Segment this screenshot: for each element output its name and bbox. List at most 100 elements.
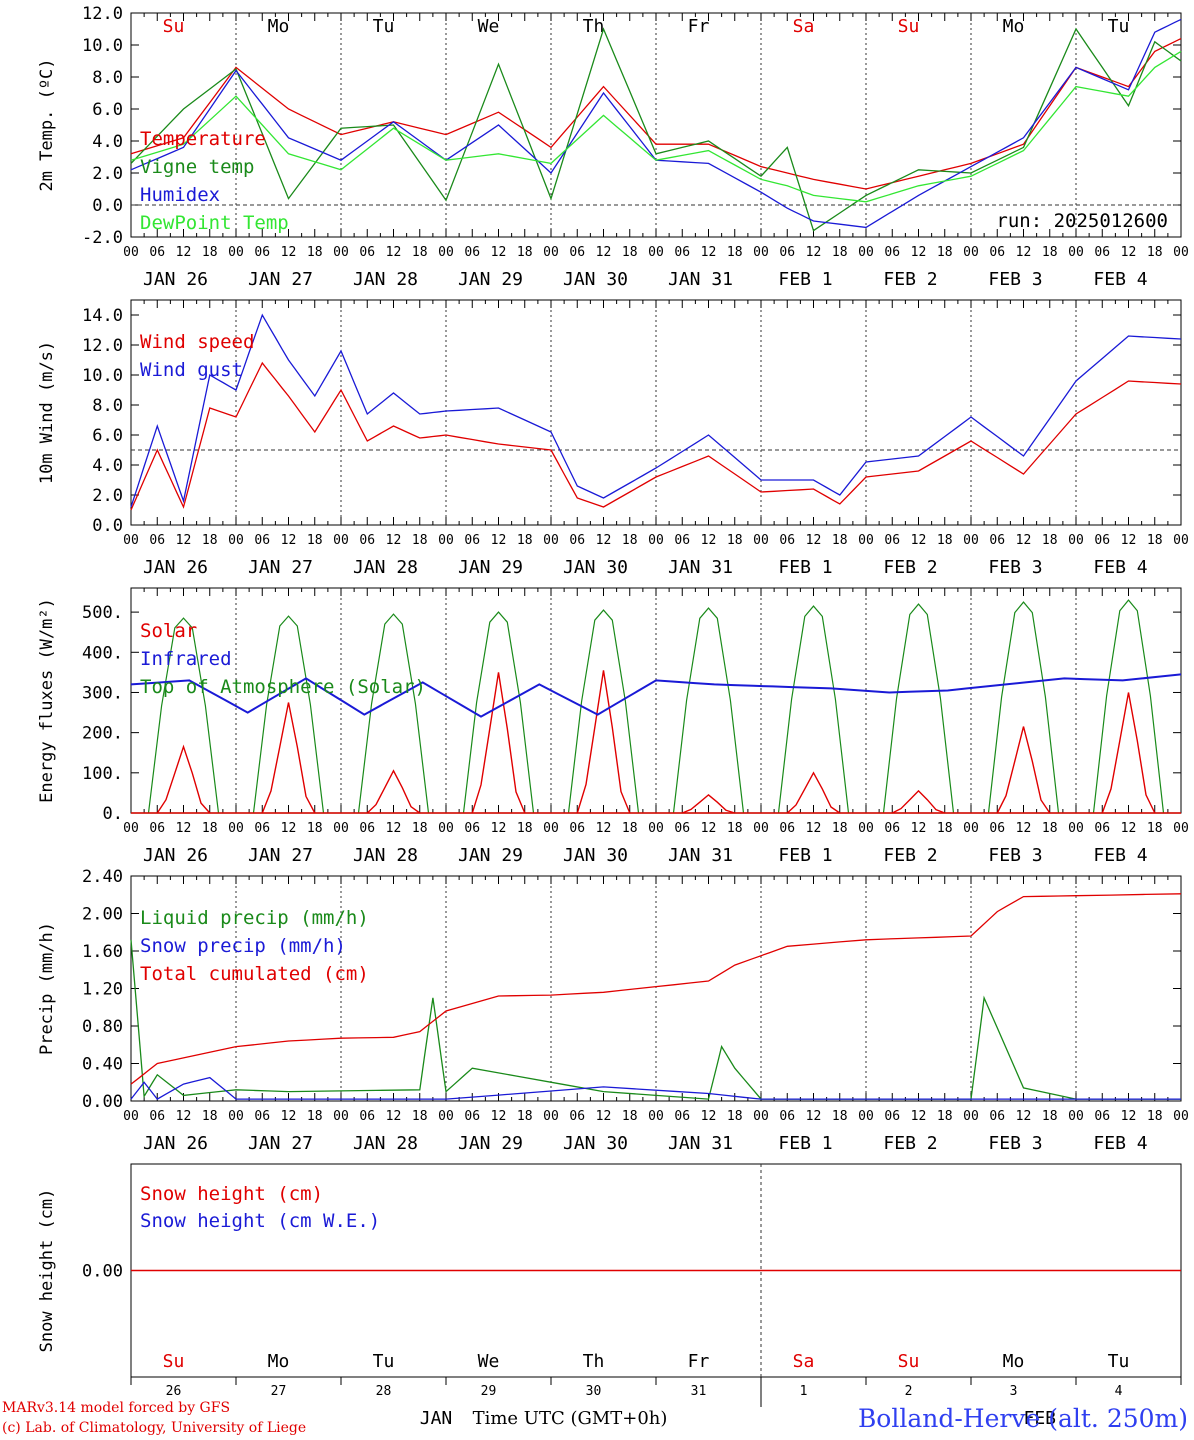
legend-entry: Humidex xyxy=(140,184,220,206)
hour-tick-label: 12 xyxy=(281,821,297,836)
y-tick-label: 0.0 xyxy=(92,516,123,536)
hour-tick-label: 12 xyxy=(701,533,717,548)
series-line-wind-speed xyxy=(130,361,1182,511)
hour-tick-label: 06 xyxy=(884,533,900,548)
y-tick-label: 6.0 xyxy=(92,100,123,120)
hour-tick-label: 18 xyxy=(517,533,533,548)
y-tick-label: 0.80 xyxy=(82,1017,123,1037)
solar-peak xyxy=(471,672,526,814)
hour-tick-label: 00 xyxy=(648,1109,664,1124)
hour-tick-label: 00 xyxy=(123,533,139,548)
hour-tick-label: 12 xyxy=(176,1109,192,1124)
hour-tick-label: 00 xyxy=(648,533,664,548)
y-axis-label: 10m Wind (m/s) xyxy=(37,341,57,484)
hour-tick-label: 00 xyxy=(753,533,769,548)
date-label: JAN 29 xyxy=(458,845,523,866)
hour-tick-label: 18 xyxy=(727,821,743,836)
hour-tick-label: 00 xyxy=(753,245,769,260)
hour-tick-label: 12 xyxy=(1121,1109,1137,1124)
hour-tick-label: 18 xyxy=(937,245,953,260)
solar-peak xyxy=(261,702,316,814)
hour-tick-label: 00 xyxy=(963,245,979,260)
hour-tick-label: 06 xyxy=(779,533,795,548)
weekday-label: Tu xyxy=(373,1351,395,1372)
hour-tick-label: 06 xyxy=(779,821,795,836)
y-axis-label: Precip (mm/h) xyxy=(37,922,57,1055)
hour-tick-label: 00 xyxy=(438,1109,454,1124)
hour-tick-label: 18 xyxy=(832,245,848,260)
legend-entry: Snow precip (mm/h) xyxy=(140,935,346,957)
hour-tick-label: 12 xyxy=(386,533,402,548)
hour-tick-label: 18 xyxy=(832,821,848,836)
hour-tick-label: 12 xyxy=(1121,245,1137,260)
hour-tick-label: 12 xyxy=(1016,821,1032,836)
hour-tick-label: 12 xyxy=(806,821,822,836)
hour-tick-label: 18 xyxy=(1042,821,1058,836)
hour-tick-label: 00 xyxy=(1068,1109,1084,1124)
hour-tick-label: 12 xyxy=(386,821,402,836)
hour-tick-label: 12 xyxy=(491,1109,507,1124)
y-tick-label: 2.0 xyxy=(92,164,123,184)
hour-tick-label: 06 xyxy=(779,1109,795,1124)
hour-tick-label: 00 xyxy=(1173,245,1189,260)
y-tick-label: 200. xyxy=(82,724,123,744)
y-tick-label: 0. xyxy=(103,804,123,824)
weekday-label: Tu xyxy=(373,16,395,37)
date-label: JAN 26 xyxy=(143,845,208,866)
hour-tick-label: 06 xyxy=(1094,1109,1110,1124)
hour-tick-label: 06 xyxy=(464,533,480,548)
hour-tick-label: 18 xyxy=(202,533,218,548)
hour-tick-label: 12 xyxy=(176,245,192,260)
hour-tick-label: 06 xyxy=(989,533,1005,548)
hour-tick-label: 00 xyxy=(1068,533,1084,548)
hour-tick-label: 00 xyxy=(1173,1109,1189,1124)
date-label: FEB 1 xyxy=(778,269,832,290)
hour-tick-label: 00 xyxy=(1068,245,1084,260)
date-label: FEB 2 xyxy=(883,269,937,290)
date-label: JAN 26 xyxy=(143,1133,208,1154)
day-number-label: 28 xyxy=(376,1384,392,1399)
hour-tick-label: 18 xyxy=(307,1109,323,1124)
hour-tick-label: 18 xyxy=(937,533,953,548)
hour-tick-label: 06 xyxy=(149,1109,165,1124)
hour-tick-label: 18 xyxy=(832,533,848,548)
date-label: FEB 3 xyxy=(988,845,1042,866)
hour-tick-label: 18 xyxy=(517,1109,533,1124)
hour-tick-label: 00 xyxy=(858,821,874,836)
hour-tick-label: 00 xyxy=(123,821,139,836)
hour-tick-label: 00 xyxy=(438,821,454,836)
hour-tick-label: 06 xyxy=(569,245,585,260)
date-label: JAN 28 xyxy=(353,1133,418,1154)
hour-tick-label: 12 xyxy=(491,245,507,260)
hour-tick-label: 00 xyxy=(1173,533,1189,548)
y-tick-label: 2.40 xyxy=(82,867,123,887)
hour-tick-label: 06 xyxy=(464,821,480,836)
hour-tick-label: 06 xyxy=(569,1109,585,1124)
hour-tick-label: 18 xyxy=(937,821,953,836)
y-tick-label: -2.0 xyxy=(82,228,123,248)
date-label: FEB 4 xyxy=(1093,557,1147,578)
hour-tick-label: 12 xyxy=(911,821,927,836)
hour-tick-label: 00 xyxy=(228,1109,244,1124)
hour-tick-label: 00 xyxy=(963,533,979,548)
month-label: JAN xyxy=(420,1408,453,1429)
hour-tick-label: 18 xyxy=(1147,533,1163,548)
hour-tick-label: 00 xyxy=(963,821,979,836)
date-label: JAN 31 xyxy=(668,557,733,578)
hour-tick-label: 18 xyxy=(307,821,323,836)
y-tick-label: 10.0 xyxy=(82,36,123,56)
hour-tick-label: 06 xyxy=(989,821,1005,836)
hour-tick-label: 12 xyxy=(806,245,822,260)
legend-entry: Wind speed xyxy=(140,331,254,353)
legend-entry: Infrared xyxy=(140,648,232,670)
hour-tick-label: 06 xyxy=(674,1109,690,1124)
date-label: FEB 1 xyxy=(778,557,832,578)
y-tick-label: 0.40 xyxy=(82,1055,123,1075)
hour-tick-label: 18 xyxy=(307,533,323,548)
hour-tick-label: 12 xyxy=(701,1109,717,1124)
toa-solar-bell xyxy=(147,617,220,814)
date-label: FEB 3 xyxy=(988,1133,1042,1154)
toa-solar-bell xyxy=(1092,599,1165,814)
toa-solar-bell xyxy=(672,607,745,814)
